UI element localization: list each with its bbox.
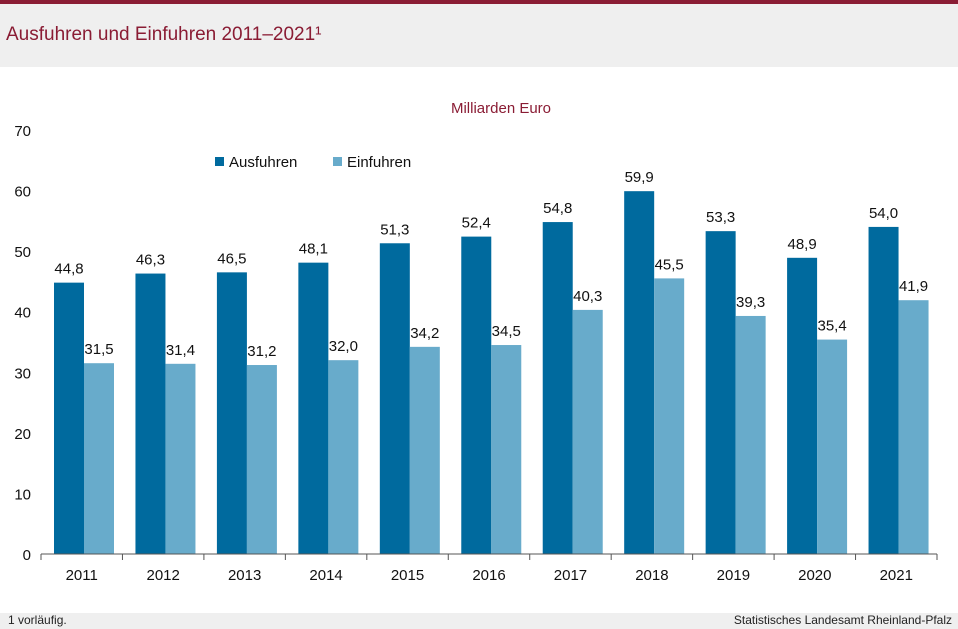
data-label: 41,9 [899,278,928,295]
x-tick-label: 2013 [228,567,261,584]
bar-einfuhren [84,363,114,554]
y-tick-label: 50 [14,244,31,261]
legend-label: Einfuhren [347,154,411,171]
bar-ausfuhren [787,257,818,554]
legend-label: Ausfuhren [229,154,297,171]
data-label: 46,3 [136,252,165,269]
bar-einfuhren [409,346,440,554]
bar-ausfuhren [54,282,84,554]
bar-einfuhren [491,345,522,554]
bar-einfuhren [654,278,685,554]
bar-einfuhren [735,315,766,554]
data-label: 39,3 [736,294,765,311]
data-label: 32,0 [329,338,358,355]
bar-ausfuhren [542,222,573,554]
top-accent-bar [0,0,958,4]
x-tick-label: 2011 [66,567,98,584]
x-tick-label: 2018 [635,567,668,584]
bar-einfuhren [246,365,277,554]
x-tick-label: 2016 [472,567,505,584]
data-label: 53,3 [706,209,735,226]
data-label: 31,4 [166,342,195,359]
bar-ausfuhren [379,243,410,555]
bar-ausfuhren [135,273,166,554]
y-tick-label: 20 [14,426,31,443]
bar-ausfuhren [705,231,736,554]
bar-einfuhren [817,339,848,554]
data-label: 34,5 [492,323,521,340]
data-label: 59,9 [625,169,654,186]
legend-swatch-einfuhren [333,157,342,166]
y-tick-label: 0 [23,547,31,564]
data-label: 54,8 [543,200,572,217]
data-label: 51,3 [380,221,409,238]
bar-chart: Milliarden Euro 0 10 20 30 40 50 60 70 Ausfuhren E… [0,73,958,613]
bar-ausfuhren [216,272,247,554]
y-tick-label: 70 [14,123,31,140]
data-label: 44,8 [54,261,83,278]
footnote: 1 vorläufig. [8,613,67,627]
source-note: Statistisches Landesamt Rheinland-Pfalz [733,613,952,627]
chart-subtitle: Milliarden Euro [451,100,551,117]
data-label: 31,5 [84,341,113,358]
page-title: Ausfuhren und Einfuhren 2011–2021¹ [6,24,322,45]
bar-ausfuhren [868,226,899,554]
x-tick-label: 2019 [717,567,750,584]
data-label: 54,0 [869,205,898,222]
bar-einfuhren [165,363,196,554]
bar-ausfuhren [298,262,329,554]
data-label: 34,2 [410,325,439,342]
bar-einfuhren [328,360,359,554]
bar-ausfuhren [624,191,655,555]
x-tick-label: 2020 [798,567,831,584]
x-tick-label: 2014 [309,567,342,584]
x-tick-label: 2012 [146,567,179,584]
x-tick-label: 2015 [391,567,424,584]
bar-einfuhren [572,309,603,554]
y-tick-label: 10 [14,486,31,503]
y-tick-label: 40 [14,305,31,322]
data-label: 48,1 [299,241,328,258]
data-label: 48,9 [787,236,816,253]
x-tick-label: 2021 [880,567,913,584]
data-label: 35,4 [817,318,846,335]
y-tick-label: 30 [14,365,31,382]
bar-einfuhren [898,300,929,554]
x-tick-label: 2017 [554,567,587,584]
data-label: 52,4 [462,215,491,232]
title-divider [0,67,958,73]
data-label: 46,5 [217,250,246,267]
legend-swatch-ausfuhren [215,157,224,166]
data-label: 40,3 [573,288,602,305]
y-tick-label: 60 [14,184,31,201]
data-label: 31,2 [247,343,276,360]
bar-ausfuhren [461,236,492,554]
data-label: 45,5 [655,256,684,273]
